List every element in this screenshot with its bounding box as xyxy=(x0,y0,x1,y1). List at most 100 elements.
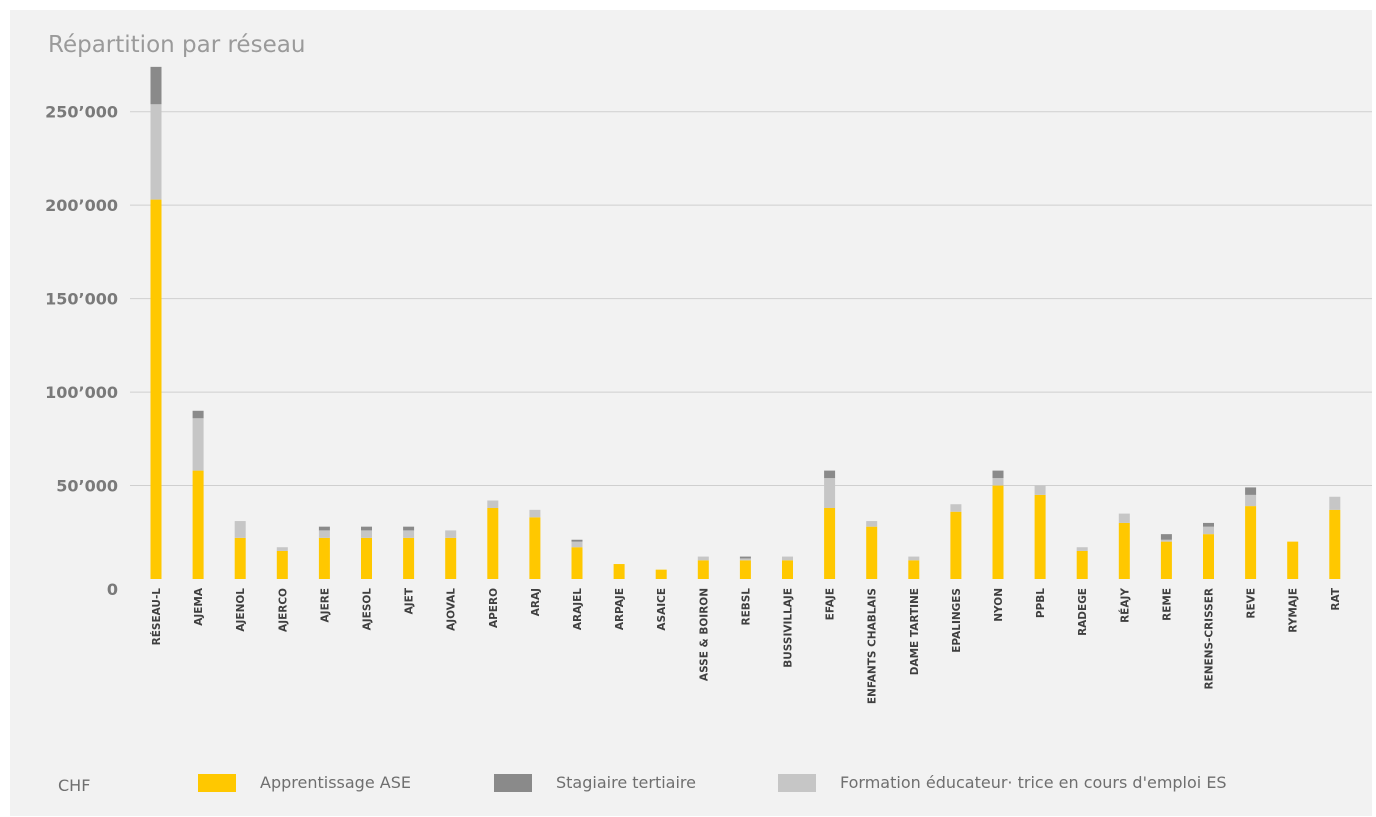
bar-segment xyxy=(866,526,878,579)
x-category-label: DAME TARTINE xyxy=(909,588,921,675)
bar-segment xyxy=(782,556,793,561)
x-category-label: BUSSIVILLAJE xyxy=(783,588,795,668)
x-category-label: AJENOL xyxy=(235,588,247,632)
bar-segment xyxy=(192,470,204,579)
bar-segment xyxy=(1076,550,1088,579)
bar-segment xyxy=(1245,494,1257,507)
bar-segment xyxy=(950,511,962,579)
x-category-label: REBSL xyxy=(740,588,752,626)
bar-segment xyxy=(1160,541,1172,579)
x-category-label: EFAJE xyxy=(825,588,837,620)
x-category-label: AJERCO xyxy=(277,588,289,632)
legend-swatch xyxy=(198,774,236,792)
x-category-label: AJESOL xyxy=(362,588,374,631)
bar-segment xyxy=(234,521,246,538)
y-tick-label: 150’000 xyxy=(45,290,118,309)
legend-swatch xyxy=(778,774,816,792)
x-category-label: PPBL xyxy=(1035,588,1047,618)
y-tick-label: 200’000 xyxy=(45,196,118,215)
bar-segment xyxy=(487,500,499,508)
x-category-label: ASSE & BOIRON xyxy=(698,588,710,681)
legend-swatch xyxy=(494,774,532,792)
bar-segment xyxy=(739,560,751,579)
bar-segment xyxy=(1076,547,1088,551)
bar-segment xyxy=(150,104,162,200)
x-category-label: REME xyxy=(1161,588,1173,621)
bar-segment xyxy=(192,418,204,471)
bar-segment xyxy=(908,556,920,561)
bar-segment xyxy=(1245,487,1257,495)
x-category-label: APERO xyxy=(488,588,500,628)
y-axis-ticks: 0 50’000 100’000 150’000 200’000 250’000 xyxy=(45,103,118,599)
legend-label: Formation éducateur· trice en cours d'em… xyxy=(840,773,1227,792)
bar-segment xyxy=(318,530,330,538)
bar-segment xyxy=(571,541,583,548)
x-category-label: NYON xyxy=(993,588,1005,622)
x-category-label: RADEGE xyxy=(1077,588,1089,636)
x-category-label: ASAICE xyxy=(656,588,668,631)
bar-segment xyxy=(403,537,415,579)
bar-segment xyxy=(992,485,1004,579)
bar-segment xyxy=(824,507,836,579)
x-category-label: AJERE xyxy=(319,588,331,622)
bar-segment xyxy=(1034,494,1046,579)
y-tick-label: 0 xyxy=(107,580,118,599)
bar-segment xyxy=(992,478,1004,486)
bar-segment xyxy=(1329,509,1341,579)
x-category-label: RÉSEAU-L xyxy=(150,588,163,646)
bar-segment xyxy=(1287,541,1299,579)
legend: CHF Apprentissage ASE Stagiaire tertiaire… xyxy=(10,762,1372,802)
bar-segment xyxy=(950,504,962,512)
bar-segment xyxy=(1160,539,1172,542)
bar-segment xyxy=(613,564,625,579)
bar-segment xyxy=(824,470,836,479)
bar-segment xyxy=(697,556,709,561)
bar-segment xyxy=(529,517,541,579)
bar-segment xyxy=(361,526,372,531)
x-category-label: AJOVAL xyxy=(446,588,458,631)
bar-segment xyxy=(824,478,836,508)
bar-segment xyxy=(318,526,330,531)
legend-label: Stagiaire tertiaire xyxy=(556,773,696,792)
bar-segment xyxy=(403,526,415,531)
bar-segment xyxy=(192,410,204,419)
bar-segment xyxy=(361,537,372,579)
bar-segment xyxy=(992,470,1004,479)
unit-label: CHF xyxy=(58,776,91,795)
x-category-label: ENFANTS CHABLAIS xyxy=(867,588,879,704)
chart-title: Répartition par réseau xyxy=(48,32,306,58)
bars xyxy=(150,66,1341,580)
stacked-bar-chart: 0 50’000 100’000 150’000 200’000 250’000 RÉSE… xyxy=(45,66,1372,704)
bar-segment xyxy=(529,509,541,518)
chart-panel: Répartition par réseau 0 50’000 100’000 150… xyxy=(10,10,1372,816)
bar-segment xyxy=(234,537,246,579)
bar-segment xyxy=(276,550,288,579)
bar-segment xyxy=(1118,522,1130,579)
x-category-label: REVE xyxy=(1246,588,1258,619)
bar-segment xyxy=(361,530,372,538)
bar-segment xyxy=(276,547,288,551)
x-category-label: AJEMA xyxy=(193,587,205,626)
gridlines xyxy=(130,111,1372,487)
bar-segment xyxy=(1203,522,1214,527)
bar-segment xyxy=(571,539,583,542)
x-category-label: ARPAJE xyxy=(614,588,626,630)
bar-segment xyxy=(150,66,162,105)
bar-segment xyxy=(739,558,751,561)
bar-segment xyxy=(908,560,920,579)
bar-segment xyxy=(1160,534,1172,540)
x-category-label: AJET xyxy=(404,587,416,614)
x-category-label: EPALINGES xyxy=(951,588,963,653)
y-tick-label: 50’000 xyxy=(56,477,118,496)
x-category-label: ARAJEL xyxy=(572,588,584,630)
bar-segment xyxy=(318,537,330,579)
x-category-label: ARAJ xyxy=(530,588,542,616)
bar-segment xyxy=(571,547,583,579)
bar-segment xyxy=(487,507,499,579)
bar-segment xyxy=(1329,496,1341,510)
bar-segment xyxy=(866,521,878,527)
x-category-label: RYMAJE xyxy=(1288,588,1300,633)
bar-segment xyxy=(697,560,709,579)
bar-segment xyxy=(150,199,162,580)
x-category-label: RENENS-CRISSER xyxy=(1204,588,1216,690)
